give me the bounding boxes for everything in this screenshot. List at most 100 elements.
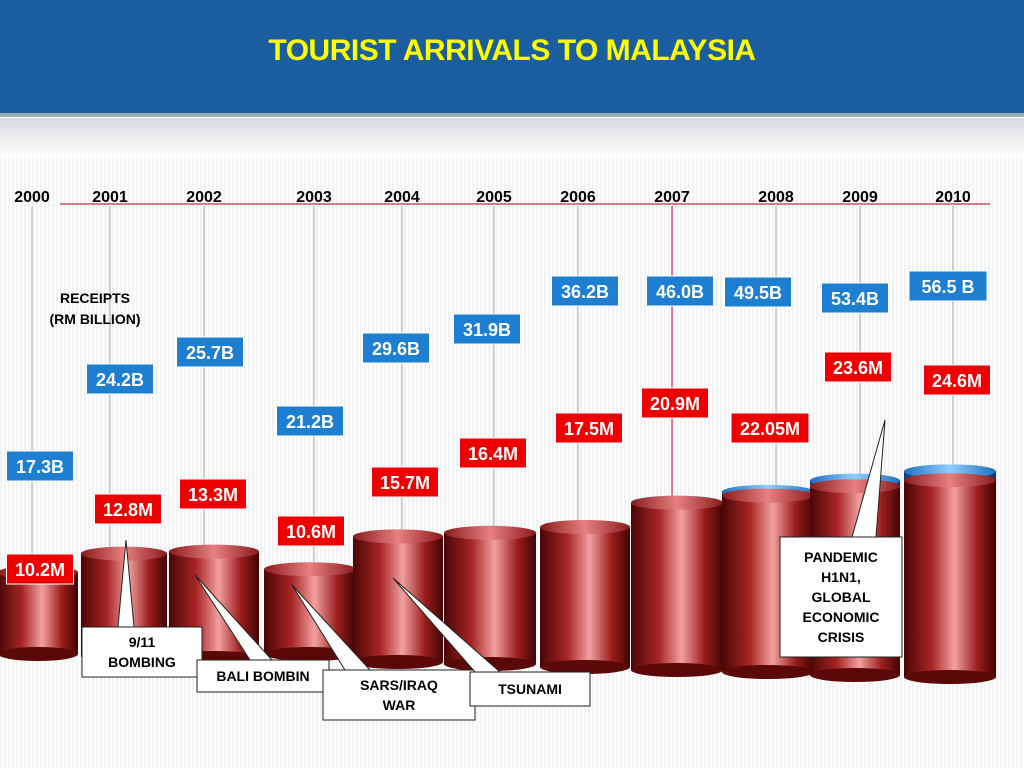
receipts-label-2006: 36.2B [561,282,609,302]
year-label-2002: 2002 [186,189,222,206]
value-labels: 17.3B 10.2M 24.2B 12.8M 25.7B 13.3M 21.2B 10.6M… [6,270,991,585]
year-label-2006: 2006 [560,189,596,206]
arrivals-bar-base-2006 [540,660,630,674]
arrivals-label-2008: 22.05M [740,419,800,439]
arrivals-label-2000: 10.2M [15,560,65,580]
arrivals-bar-2006 [540,527,630,667]
arrivals-bar-top-2002 [169,544,259,559]
arrivals-label-2007-box [641,387,709,419]
arrivals-label-2000-box [6,553,74,585]
arrivals-bar-top-2001 [81,546,167,561]
arrivals-label-2002-box [179,478,247,510]
receipts-label-2003-box [276,405,344,437]
receipts-label-2009-box [821,282,889,314]
annotation-text-2009-1: H1N1, [821,569,861,585]
arrivals-label-2007: 20.9M [650,394,700,414]
receipts-label-2007-box [646,275,714,307]
arrivals-label-2001-box [94,493,162,525]
year-label-2009: 2009 [842,189,878,206]
receipts-label-2010-box [908,270,988,302]
arrivals-label-2010: 24.6M [932,371,982,391]
receipts-label-2004-box [362,332,430,364]
arrivals-label-2001: 12.8M [103,500,153,520]
annotation-text-2004-0: TSUNAMI [498,681,562,697]
legend-line-2: (RM BILLION) [50,311,141,327]
header-shadow [0,118,1024,158]
arrivals-bar-top-2008 [722,488,814,503]
arrivals-label-2009: 23.6M [833,358,883,378]
receipts-label-2002: 25.7B [186,343,234,363]
annotation-text-2003-1: WAR [383,697,416,713]
header-band [0,0,1024,113]
arrivals-bar-2010 [904,480,996,677]
annotation-2002: BALI BOMBIN [194,574,330,693]
annotation-text-2009-0: PANDEMIC [804,549,878,565]
arrivals-label-2003: 10.6M [286,522,336,542]
annotation-box-2001 [81,626,203,678]
arrivals-label-2003-box [277,515,345,547]
year-label-2004: 2004 [384,189,420,206]
year-label-2007: 2007 [654,189,690,206]
receipts-label-2000-box [6,450,74,482]
year-labels: 2000 2001 2002 2003 2004 2005 2006 2007 2008 2009… [14,189,971,206]
annotation-text-2002-0: BALI BOMBIN [216,668,309,684]
year-label-2003: 2003 [296,189,332,206]
year-label-2010: 2010 [935,189,971,206]
arrivals-bar-base-2000 [0,647,78,661]
receipts-label-2001: 24.2B [96,370,144,390]
arrivals-bar-base-2007 [631,663,723,677]
annotation-box-2009 [779,536,903,658]
annotation-text-2009-3: ECONOMIC [803,609,880,625]
annotation-text-2003-0: SARS/IRAQ [360,677,438,693]
annotation-2009: PANDEMIC H1N1, GLOBAL ECONOMIC CRISIS [779,419,903,658]
legend-line-1: RECEIPTS [60,290,130,306]
annotation-2003: SARS/IRAQ WAR [291,584,476,721]
annotation-text-2001-1: BOMBING [108,654,176,670]
receipts-label-2010: 56.5 B [921,277,974,297]
receipts-label-2002-box [176,336,244,368]
arrivals-label-2005-box [459,437,527,469]
arrivals-bar-top-2009 [810,479,900,494]
receipts-label-2008: 49.5B [734,283,782,303]
annotations: 9/11 BOMBING BALI BOMBIN SARS/IRAQ WAR TSUNAM… [81,419,903,721]
arrivals-bar-base-2008 [722,665,814,679]
arrivals-label-2004-box [371,466,439,498]
arrivals-label-2008-box [730,412,810,444]
arrivals-bar-top-2004 [353,529,443,544]
arrivals-bar-top-2003 [264,562,356,577]
receipts-label-2000: 17.3B [16,457,64,477]
annotation-2001: 9/11 BOMBING [81,539,203,678]
header-divider [0,113,1024,117]
arrivals-label-2009-box [824,351,892,383]
arrivals-label-2002: 13.3M [188,485,238,505]
arrivals-label-2006-box [555,412,623,444]
arrivals-bar-top-2005 [444,525,536,540]
receipts-label-2001-box [86,363,154,395]
arrivals-bar-top-2006 [540,520,630,534]
annotation-box-2003 [322,669,476,721]
annotation-text-2009-4: CRISIS [818,629,865,645]
annotation-text-2001-0: 9/11 [129,634,156,650]
receipts-label-2005-box [453,313,521,345]
receipts-label-2006-box [551,275,619,307]
receipts-label-2003: 21.2B [286,412,334,432]
arrivals-label-2004: 15.7M [380,473,430,493]
arrivals-bar-base-2010 [904,670,996,684]
annotation-2004: TSUNAMI [392,577,591,707]
arrivals-label-2006: 17.5M [564,419,614,439]
year-label-2001: 2001 [92,189,128,206]
chart-title: TOURIST ARRIVALS TO MALAYSIA [268,34,755,67]
year-label-2005: 2005 [476,189,512,206]
year-label-2008: 2008 [758,189,794,206]
receipts-label-2007: 46.0B [656,282,704,302]
receipts-label-2009: 53.4B [831,289,879,309]
arrivals-bar-base-2009 [810,668,900,682]
receipts-label-2008-box [724,276,792,308]
year-label-2000: 2000 [14,189,50,206]
arrivals-bar-2007 [631,502,723,670]
receipts-label-2004: 29.6B [372,339,420,359]
annotation-text-2009-2: GLOBAL [811,589,871,605]
arrivals-bar-top-2010 [904,473,996,488]
arrivals-bar-base-2004 [353,655,443,669]
